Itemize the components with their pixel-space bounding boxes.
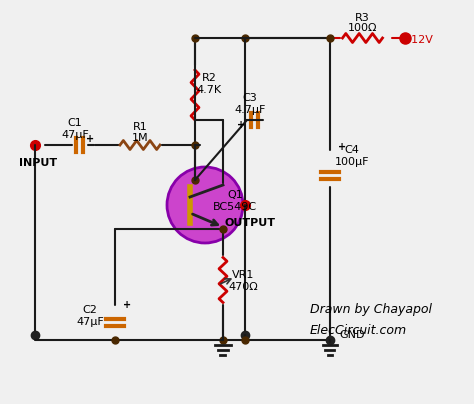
- Text: INPUT: INPUT: [19, 158, 57, 168]
- Text: R3: R3: [355, 13, 370, 23]
- Text: +: +: [86, 134, 94, 144]
- Text: 100Ω: 100Ω: [348, 23, 377, 33]
- Text: C3: C3: [243, 93, 257, 103]
- Text: 4.7K: 4.7K: [196, 85, 221, 95]
- Text: R1: R1: [133, 122, 147, 132]
- Text: 470Ω: 470Ω: [228, 282, 258, 292]
- Text: Drawn by Chayapol: Drawn by Chayapol: [310, 303, 432, 316]
- Text: 47μF: 47μF: [76, 317, 104, 327]
- Text: C2: C2: [82, 305, 98, 315]
- Text: ElecCircuit.com: ElecCircuit.com: [310, 324, 407, 337]
- Text: 1M: 1M: [132, 133, 148, 143]
- Text: +: +: [237, 120, 245, 130]
- Text: GND: GND: [339, 330, 365, 340]
- Text: VR1: VR1: [232, 270, 254, 280]
- Text: C1: C1: [68, 118, 82, 128]
- Text: +: +: [338, 142, 346, 152]
- Text: 47μF: 47μF: [61, 130, 89, 140]
- Circle shape: [167, 167, 243, 243]
- Text: 4.7μF: 4.7μF: [234, 105, 266, 115]
- Text: +: +: [123, 300, 131, 310]
- Text: 9-12V: 9-12V: [401, 35, 433, 45]
- Text: BC549C: BC549C: [213, 202, 257, 212]
- Text: Q1: Q1: [227, 190, 243, 200]
- Text: OUTPUT: OUTPUT: [225, 218, 275, 228]
- Text: 100μF: 100μF: [335, 157, 369, 167]
- Text: C4: C4: [345, 145, 359, 155]
- Text: R2: R2: [201, 73, 217, 83]
